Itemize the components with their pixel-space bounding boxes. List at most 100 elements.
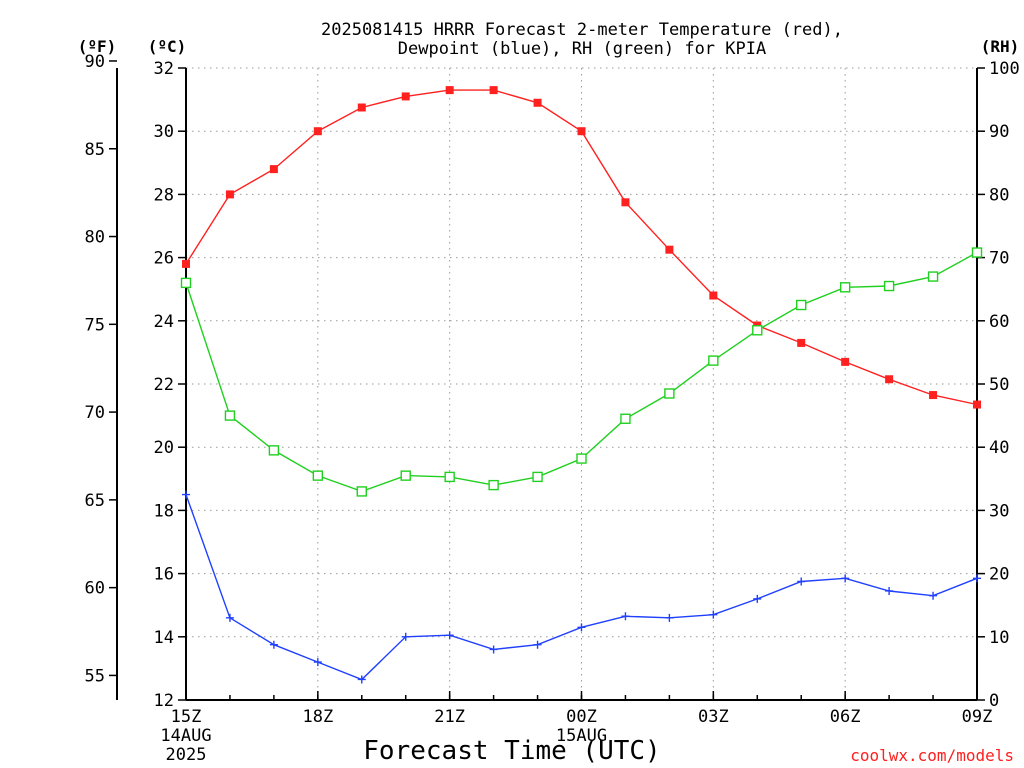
x-tick-label: 03Z [698,707,729,727]
dewpoint-point [841,574,850,583]
rh-tick-label: 90 [989,122,1009,142]
celsius-tick-label: 18 [154,501,174,521]
dewpoint-point [973,574,981,583]
rh-point [796,299,807,311]
celsius-tick-label: 28 [154,185,174,205]
celsius-tick-label: 26 [154,249,174,269]
celsius-tick-label: 14 [154,628,174,648]
fahrenheit-tick-label: 80 [85,228,105,248]
series-temperature [182,86,981,409]
x-tick-label: 09Z [962,707,993,727]
dewpoint-point [269,640,278,649]
rh-tick-label: 30 [989,501,1009,521]
dewpoint-point [929,591,938,600]
temperature-point [621,198,630,207]
dewpoint-point [225,613,234,622]
rh-point [312,470,324,481]
rh-point [268,445,280,456]
rh-point [708,355,719,366]
celsius-tick-label: 20 [154,438,174,458]
celsius-tick-label: 12 [154,691,174,711]
fahrenheit-tick-label: 55 [85,666,105,686]
rh-point [532,471,543,483]
fahrenheit-tick-label: 60 [85,579,105,599]
dewpoint-point [885,586,894,595]
chart-title: 2025081415 HRRR Forecast 2-meter Tempera… [321,20,843,40]
temperature-point [885,375,894,384]
celsius-tick-label: 24 [154,312,174,332]
dewpoint-point [182,490,190,499]
rh-point [927,271,939,282]
dewpoint-point [357,675,366,684]
rh-tick-label: 40 [989,438,1009,458]
rh-tick-label: 80 [989,185,1009,205]
x-tick-label: 15Z [171,707,202,727]
rh-tick-label: 60 [989,312,1009,332]
dewpoint-line [185,494,978,681]
rh-point [444,471,455,483]
x-date-label: 15AUG [556,726,607,746]
series-layer [180,86,983,684]
celsius-unit-label: (ºC) [148,37,187,56]
temperature-point [313,127,322,136]
rh-tick-label: 10 [989,628,1009,648]
temperature-point [797,338,806,347]
temperature-point [929,391,938,400]
fahrenheit-unit-label: (ºF) [78,37,117,56]
credit-text: coolwx.com/models [850,746,1014,765]
temperature-point [182,259,190,268]
dewpoint-point [797,577,806,586]
celsius-tick-label: 22 [154,375,174,395]
rh-point [576,453,587,464]
rh-tick-label: 100 [989,59,1020,79]
dewpoint-point [313,658,322,667]
celsius-tick-label: 16 [154,565,174,585]
grid [186,67,977,700]
temperature-point [973,400,981,409]
dewpoint-point [577,623,586,632]
temperature-point [709,291,718,300]
temperature-point [225,190,234,199]
fahrenheit-tick-label: 90 [85,52,105,72]
temperature-point [269,165,278,174]
rh-point [752,325,763,336]
temperature-point [841,357,850,366]
fahrenheit-tick-label: 65 [85,491,105,511]
rh-tick-label: 20 [989,565,1009,585]
series-rh [180,247,983,497]
x-tick-label: 00Z [566,707,597,727]
x-tick-label: 21Z [434,707,465,727]
rh-point [488,479,499,491]
temperature-point [445,86,454,95]
chart-subtitle: Dewpoint (blue), RH (green) for KPIA [398,39,766,59]
dewpoint-point [489,645,498,654]
x-date-label: 14AUG [160,726,211,746]
temperature-point [577,127,586,136]
rh-tick-label: 50 [989,375,1009,395]
rh-point [664,388,675,399]
rh-point [971,247,983,258]
x-tick-label: 06Z [830,707,861,727]
temperature-point [357,103,366,112]
fahrenheit-tick-label: 70 [85,403,105,423]
x-date-label: 2025 [166,745,207,765]
rh-point [356,486,367,497]
dewpoint-point [665,613,674,622]
rh-tick-label: 0 [989,691,999,711]
rh-unit-label: (RH) [981,37,1020,56]
temperature-point [401,92,410,101]
dewpoint-point [401,632,410,641]
rh-tick-label: 70 [989,249,1009,269]
rh-point [883,280,895,292]
rh-point [180,277,192,289]
dewpoint-point [445,631,454,640]
rh-point [839,282,851,293]
x-tick-label: 18Z [302,707,333,727]
fahrenheit-tick-label: 75 [85,315,105,335]
axes: 12 14 16 18 20 22 24 26 28 30 32 55 60 65 70 75 80 85 90 0 1… [85,52,1020,765]
dewpoint-point [621,612,630,621]
dewpoint-point [753,594,762,603]
celsius-tick-label: 32 [154,59,174,79]
temperature-point [533,98,542,107]
